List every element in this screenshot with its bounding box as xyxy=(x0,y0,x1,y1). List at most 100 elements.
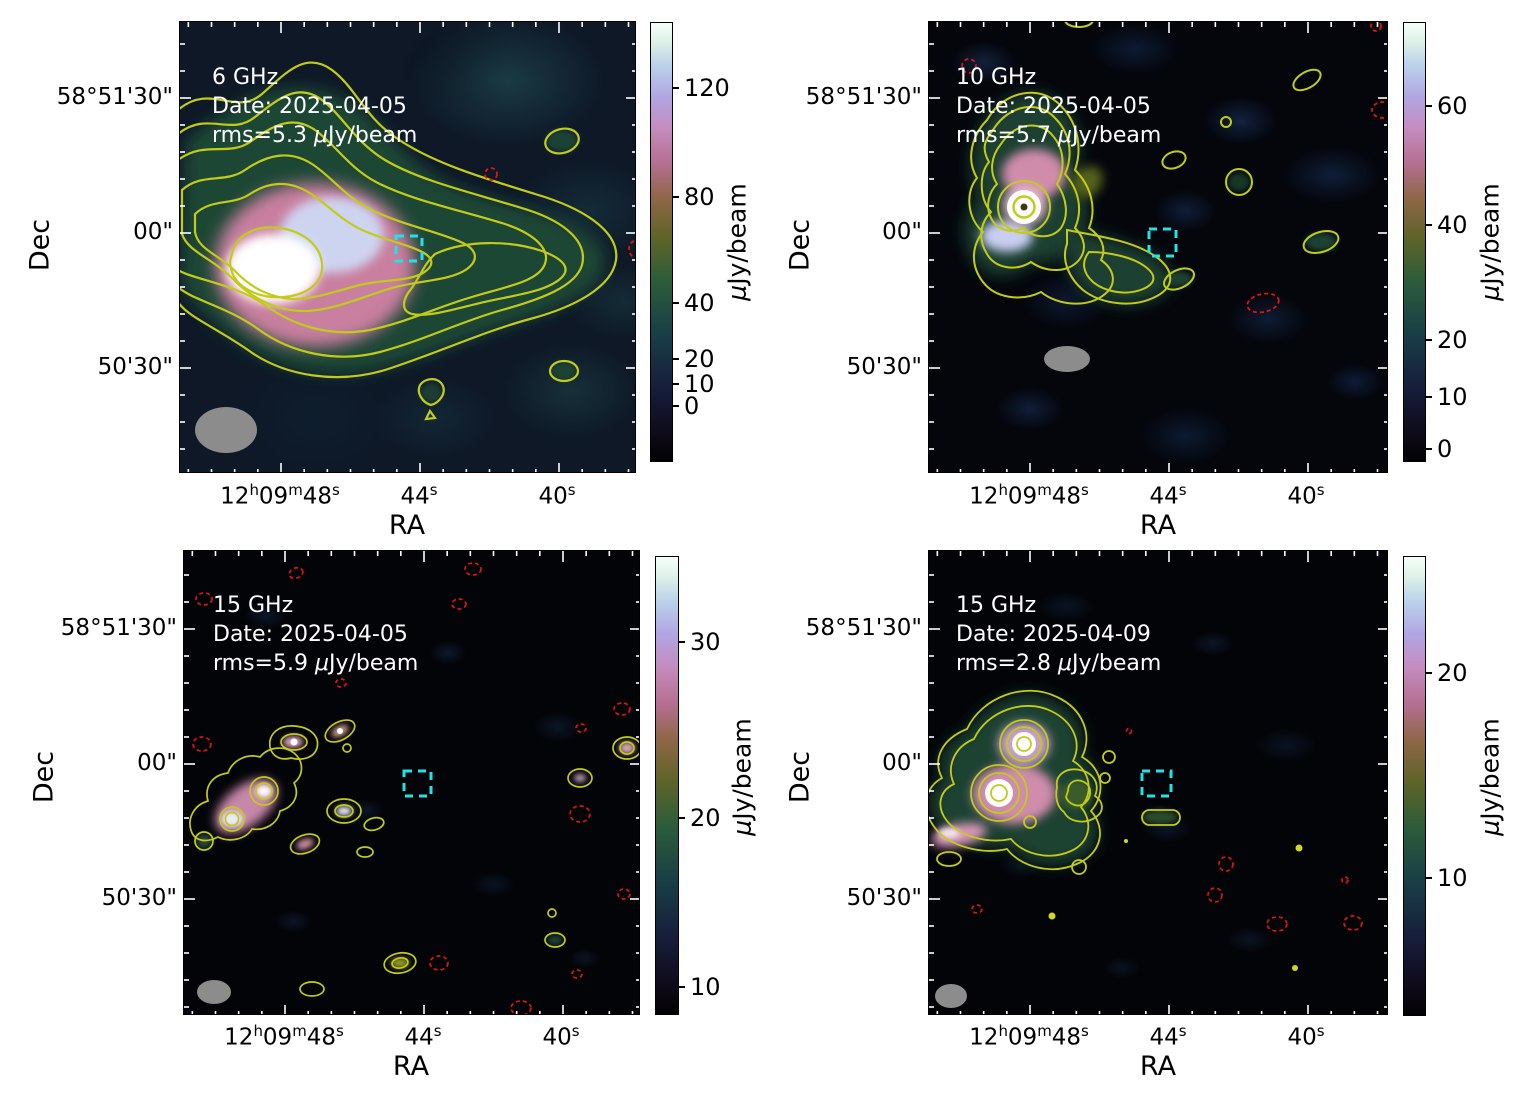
ytick-label: 58°51'30" xyxy=(805,84,922,110)
xtick-label: 44s xyxy=(1149,481,1187,510)
colorbar-tick: 20 xyxy=(1425,326,1468,354)
colorbar-tick: 10 xyxy=(672,370,715,398)
colorbar-unit-label: μJy/beam xyxy=(727,718,757,836)
colorbar-tick: 10 xyxy=(678,973,721,1001)
rms-label: rms=5.9 μJy/beam xyxy=(213,651,419,676)
panel-15ghz-0405-map: 15 GHz Date: 2025-04-05 rms=5.9 μJy/beam xyxy=(183,550,640,1015)
positive-contours xyxy=(929,689,1303,971)
y-axis-title: Dec xyxy=(24,218,56,272)
colorbar-10ghz: 60 40 20 10 0 xyxy=(1403,22,1468,463)
x-axis-title: RA xyxy=(1139,510,1177,541)
colorbar-15ghz-0409: 20 10 xyxy=(1403,556,1468,1016)
beam-ellipse xyxy=(935,984,967,1008)
date-label: Date: 2025-04-09 xyxy=(956,622,1151,647)
date-label: Date: 2025-04-05 xyxy=(213,622,408,647)
negative-contours xyxy=(971,727,1363,932)
colorbar-15ghz-0405: 30 20 10 xyxy=(655,556,721,1015)
negative-contours xyxy=(961,22,1387,314)
panel-annotation: 15 GHz Date: 2025-04-09 rms=2.8 μJy/beam xyxy=(956,591,1161,678)
panel-annotation: 15 GHz Date: 2025-04-05 rms=5.9 μJy/beam xyxy=(213,591,418,678)
freq-label: 10 GHz xyxy=(956,65,1037,90)
xtick-label: 44s xyxy=(400,481,438,510)
map-canvas-15ghz-0409 xyxy=(929,551,1387,1014)
map-canvas-6ghz xyxy=(180,22,635,472)
rms-label: rms=5.3 μJy/beam xyxy=(212,123,418,148)
map-canvas-15ghz-0405 xyxy=(184,551,639,1014)
panel-6ghz-map: 6 GHz Date: 2025-04-05 rms=5.3 μJy/beam xyxy=(179,21,636,473)
panel-15ghz-0409-map: 15 GHz Date: 2025-04-09 rms=2.8 μJy/beam xyxy=(928,550,1388,1015)
xtick-label: 12h09m48s xyxy=(224,1022,344,1051)
target-box xyxy=(394,234,424,263)
xtick-label: 44s xyxy=(404,1022,442,1051)
target-box xyxy=(402,769,433,798)
ytick-label: 00" xyxy=(133,219,173,245)
colorbar-tick: 80 xyxy=(672,183,715,211)
colorbar-unit-label: μJy/beam xyxy=(1475,183,1505,301)
xtick-label: 40s xyxy=(1287,481,1325,510)
panel-annotation: 6 GHz Date: 2025-04-05 rms=5.3 μJy/beam xyxy=(212,63,417,150)
negative-contours xyxy=(484,167,635,258)
colorbar-tick: 40 xyxy=(672,289,715,317)
colorbar-tick: 20 xyxy=(1425,659,1468,687)
y-axis-title: Dec xyxy=(784,218,816,272)
ytick-label: 58°51'30" xyxy=(60,615,177,641)
y-axis-title: Dec xyxy=(28,750,60,804)
date-label: Date: 2025-04-05 xyxy=(212,94,407,119)
positive-contours xyxy=(180,61,618,421)
ytick-label: 00" xyxy=(882,219,922,245)
freq-label: 6 GHz xyxy=(212,65,279,90)
ytick-label: 58°51'30" xyxy=(56,84,173,110)
beam-ellipse xyxy=(1044,346,1090,372)
xtick-label: 40s xyxy=(542,1022,580,1051)
core-dot xyxy=(1020,203,1028,211)
colorbar-6ghz: 120 80 40 20 10 0 xyxy=(650,22,730,462)
beam-ellipse xyxy=(197,980,231,1004)
colorbar-tick: 30 xyxy=(678,628,721,656)
axis-ticks xyxy=(929,551,1387,1014)
axis-ticks xyxy=(180,22,635,472)
date-label: Date: 2025-04-05 xyxy=(956,94,1151,119)
freq-label: 15 GHz xyxy=(213,593,294,618)
x-axis-title: RA xyxy=(388,510,426,541)
xtick-label: 12h09m48s xyxy=(969,1022,1089,1051)
ytick-label: 50'30" xyxy=(101,885,177,911)
xtick-label: 40s xyxy=(1287,1022,1325,1051)
target-box xyxy=(1140,769,1173,798)
colorbar-unit-label: μJy/beam xyxy=(722,183,752,301)
panel-annotation: 10 GHz Date: 2025-04-05 rms=5.7 μJy/beam xyxy=(956,63,1161,150)
beam-ellipse xyxy=(195,407,257,453)
panel-10ghz-map: 10 GHz Date: 2025-04-05 rms=5.7 μJy/beam xyxy=(928,21,1388,473)
x-axis-title: RA xyxy=(1139,1051,1177,1082)
colorbar-unit-label: μJy/beam xyxy=(1475,718,1505,836)
colorbar-tick: 60 xyxy=(1425,92,1468,120)
xtick-label: 40s xyxy=(538,481,576,510)
xtick-label: 44s xyxy=(1149,1022,1187,1051)
ytick-label: 50'30" xyxy=(97,354,173,380)
target-box xyxy=(1147,227,1178,258)
negative-contours xyxy=(192,562,631,1014)
ytick-label: 00" xyxy=(882,750,922,776)
rms-label: rms=5.7 μJy/beam xyxy=(956,123,1162,148)
ytick-label: 58°51'30" xyxy=(805,615,922,641)
xtick-label: 12h09m48s xyxy=(220,481,340,510)
axis-ticks xyxy=(929,22,1387,472)
ytick-label: 50'30" xyxy=(846,885,922,911)
y-axis-title: Dec xyxy=(784,750,816,804)
colorbar-tick: 20 xyxy=(678,804,721,832)
ytick-label: 50'30" xyxy=(846,354,922,380)
map-canvas-10ghz xyxy=(929,22,1387,472)
freq-label: 15 GHz xyxy=(956,593,1037,618)
positive-contours xyxy=(968,22,1340,305)
xtick-label: 12h09m48s xyxy=(969,481,1089,510)
colorbar-tick: 120 xyxy=(672,74,730,102)
colorbar-tick: 10 xyxy=(1425,864,1468,892)
colorbar-tick: 20 xyxy=(672,345,715,373)
core-ring xyxy=(1012,195,1036,219)
colorbar-tick: 0 xyxy=(1425,435,1452,463)
positive-contours xyxy=(189,719,639,997)
ytick-label: 00" xyxy=(137,750,177,776)
colorbar-tick: 10 xyxy=(1425,383,1468,411)
x-axis-title: RA xyxy=(392,1051,430,1082)
axis-ticks xyxy=(184,551,639,1014)
